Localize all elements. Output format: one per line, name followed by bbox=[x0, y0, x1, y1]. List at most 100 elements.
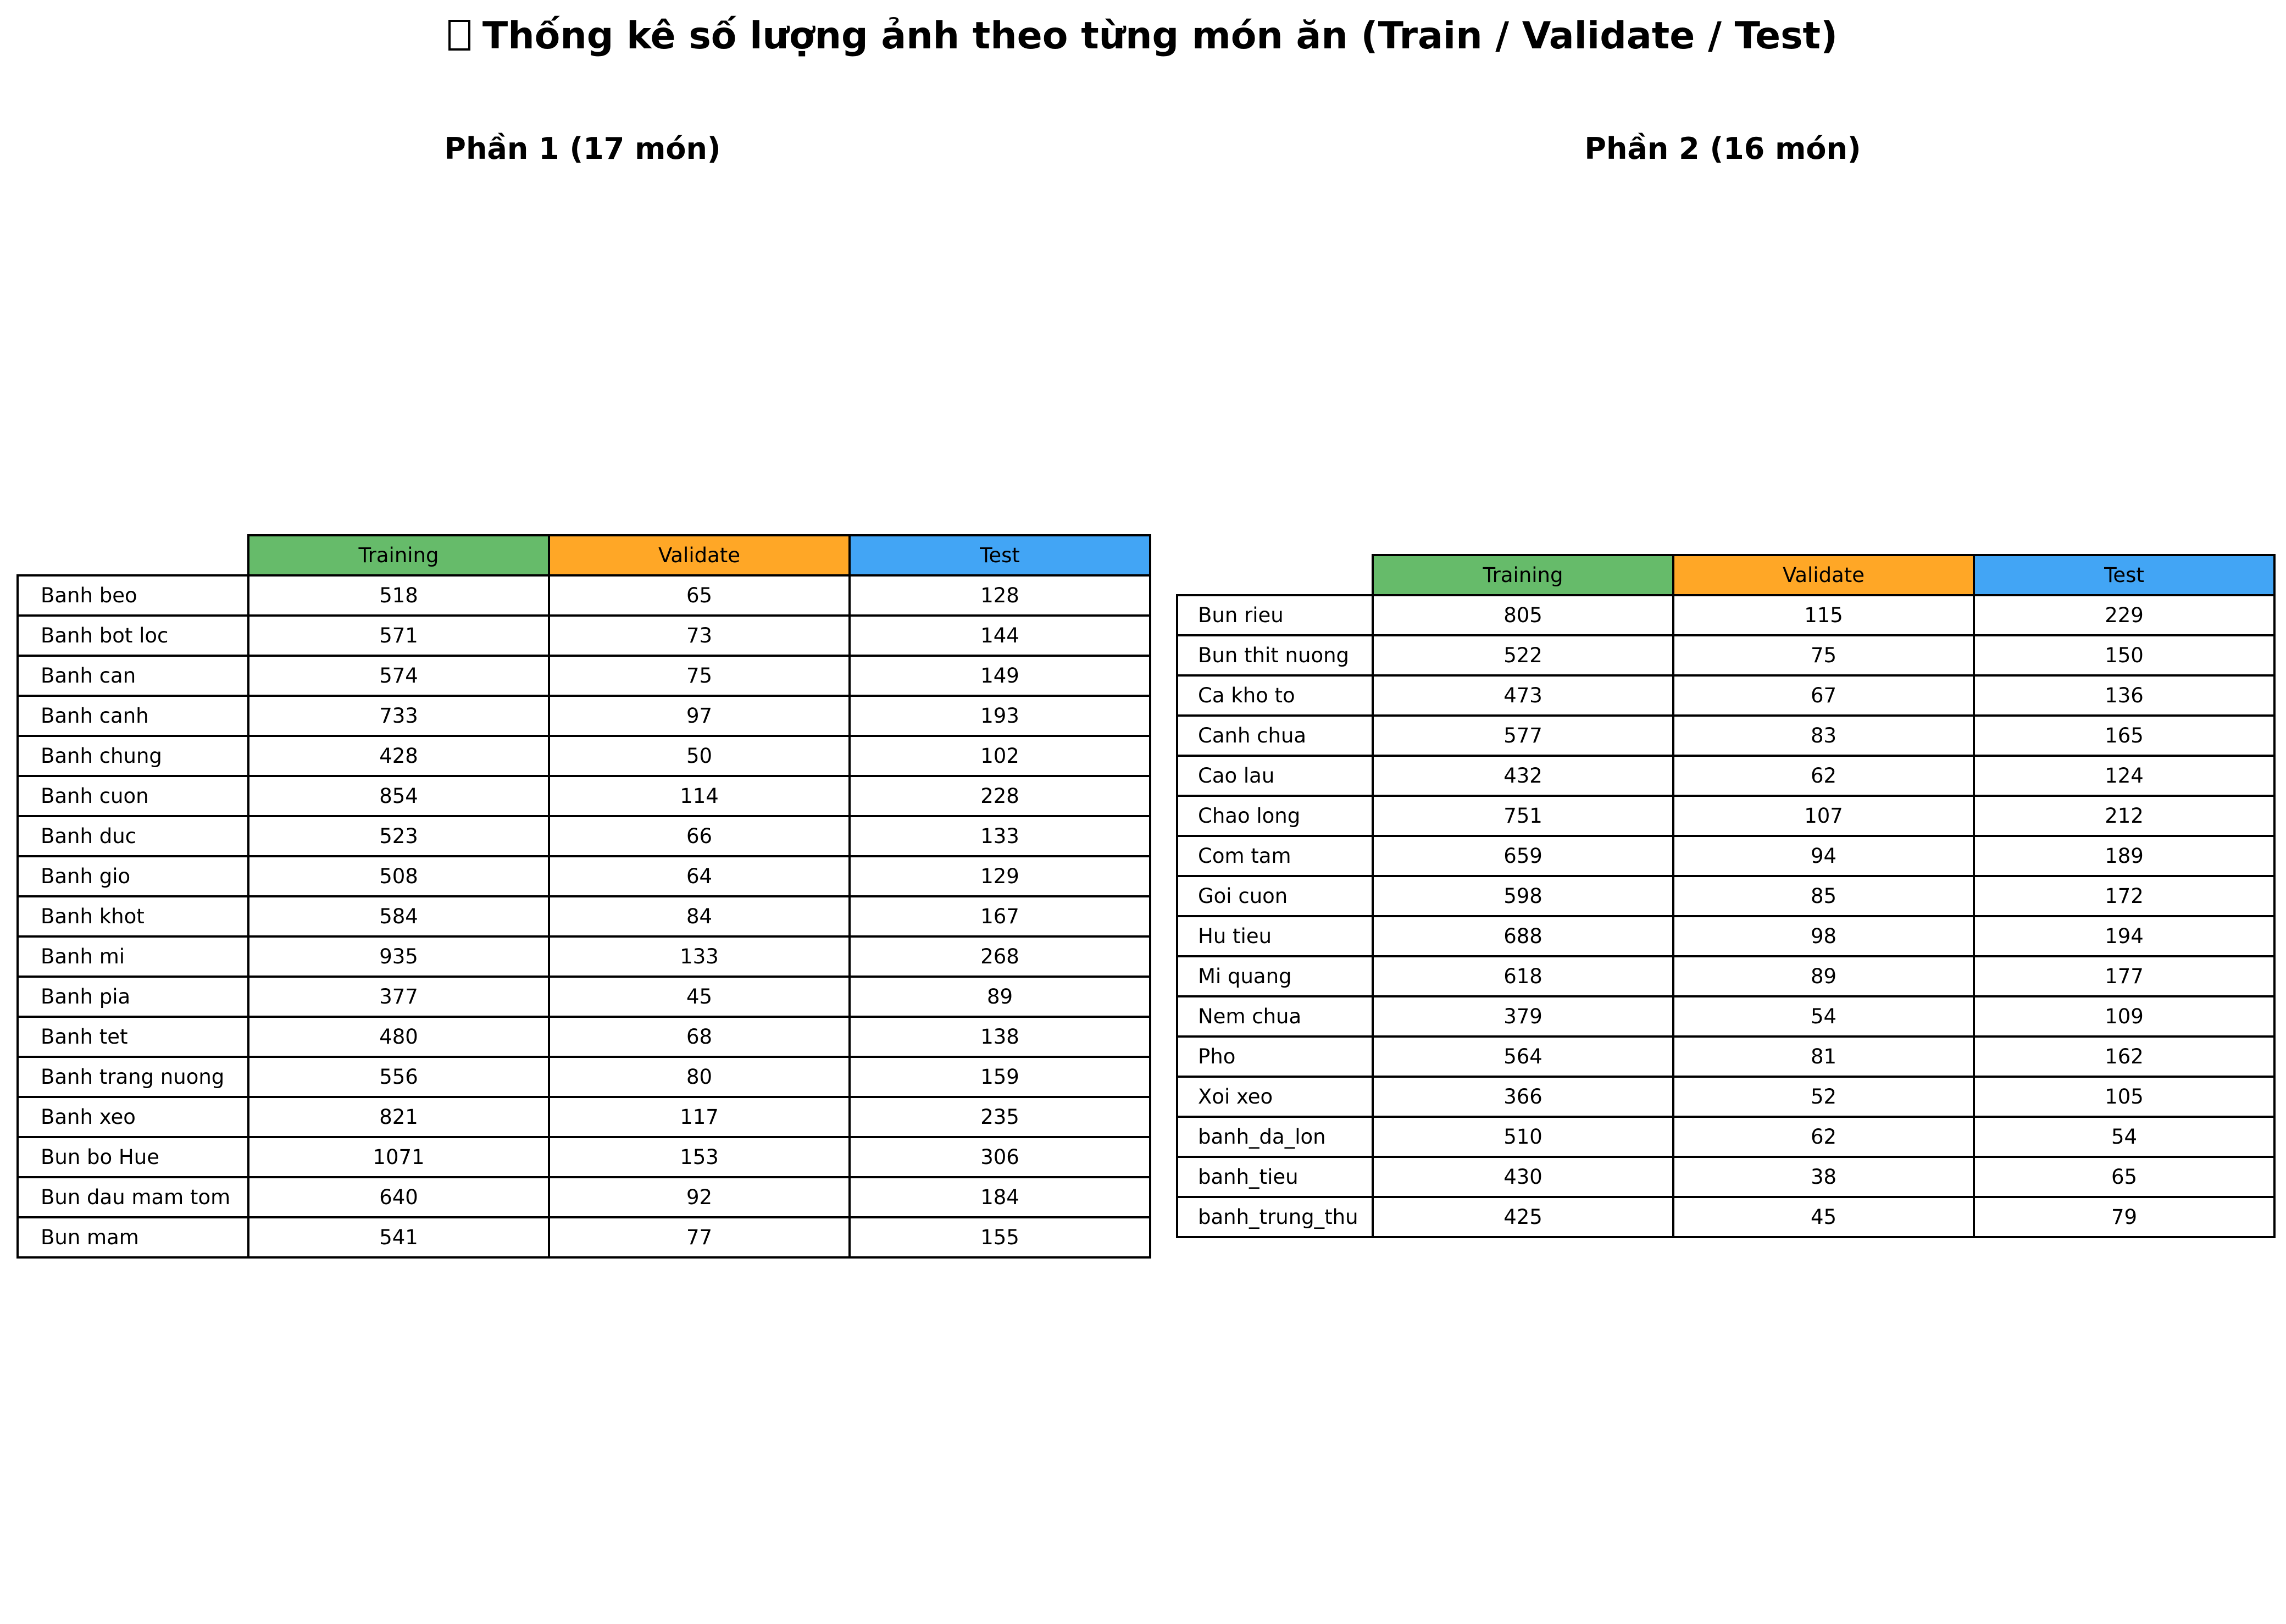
validate-cell: 114 bbox=[548, 775, 851, 817]
column-header-training: Training bbox=[1372, 554, 1674, 596]
table-row: Banh trang nuong 556 80 159 bbox=[16, 1056, 1151, 1098]
table-row: Com tam 659 94 189 bbox=[1176, 835, 2276, 877]
row-label: Cao lau bbox=[1176, 755, 1374, 797]
validate-cell: 85 bbox=[1672, 875, 1975, 917]
row-label: banh_da_lon bbox=[1176, 1116, 1374, 1158]
training-cell: 523 bbox=[247, 815, 550, 857]
test-cell: 212 bbox=[1973, 795, 2276, 837]
row-label: Banh bot loc bbox=[16, 614, 249, 657]
training-cell: 541 bbox=[247, 1216, 550, 1259]
training-cell: 659 bbox=[1372, 835, 1674, 877]
validate-cell: 97 bbox=[548, 695, 851, 737]
training-cell: 480 bbox=[247, 1016, 550, 1058]
row-label: Bun dau mam tom bbox=[16, 1176, 249, 1218]
validate-cell: 45 bbox=[548, 975, 851, 1018]
table-row: Banh gio 508 64 129 bbox=[16, 855, 1151, 897]
table-header-row: Training Validate Test bbox=[18, 534, 1151, 577]
validate-cell: 81 bbox=[1672, 1035, 1975, 1078]
test-cell: 128 bbox=[848, 574, 1151, 617]
validate-cell: 38 bbox=[1672, 1156, 1975, 1198]
validate-cell: 64 bbox=[548, 855, 851, 897]
table-row: Cao lau 432 62 124 bbox=[1176, 755, 2276, 797]
test-cell: 129 bbox=[848, 855, 1151, 897]
part2-title: Phần 2 (16 món) bbox=[1584, 131, 1861, 166]
row-label: Banh trang nuong bbox=[16, 1056, 249, 1098]
table-row: Bun rieu 805 115 229 bbox=[1176, 594, 2276, 636]
training-cell: 377 bbox=[247, 975, 550, 1018]
validate-cell: 68 bbox=[548, 1016, 851, 1058]
test-cell: 229 bbox=[1973, 594, 2276, 636]
training-cell: 366 bbox=[1372, 1076, 1674, 1118]
training-cell: 510 bbox=[1372, 1116, 1674, 1158]
validate-cell: 45 bbox=[1672, 1196, 1975, 1238]
training-cell: 854 bbox=[247, 775, 550, 817]
training-cell: 1071 bbox=[247, 1136, 550, 1178]
training-cell: 751 bbox=[1372, 795, 1674, 837]
training-cell: 571 bbox=[247, 614, 550, 657]
part1-title: Phần 1 (17 món) bbox=[444, 131, 721, 166]
training-cell: 821 bbox=[247, 1096, 550, 1138]
row-label: Pho bbox=[1176, 1035, 1374, 1078]
row-label: Chao long bbox=[1176, 795, 1374, 837]
row-label: Canh chua bbox=[1176, 714, 1374, 757]
validate-cell: 115 bbox=[1672, 594, 1975, 636]
test-cell: 65 bbox=[1973, 1156, 2276, 1198]
validate-cell: 94 bbox=[1672, 835, 1975, 877]
table-row: Nem chua 379 54 109 bbox=[1176, 995, 2276, 1038]
validate-cell: 75 bbox=[548, 655, 851, 697]
row-label: Banh khot bbox=[16, 895, 249, 938]
row-label: Mi quang bbox=[1176, 955, 1374, 997]
table-row: Bun bo Hue 1071 153 306 bbox=[16, 1136, 1151, 1178]
table-row: Bun thit nuong 522 75 150 bbox=[1176, 634, 2276, 677]
training-cell: 430 bbox=[1372, 1156, 1674, 1198]
row-label: Banh gio bbox=[16, 855, 249, 897]
table-row: Hu tieu 688 98 194 bbox=[1176, 915, 2276, 957]
training-cell: 733 bbox=[247, 695, 550, 737]
page-title-text: Thống kê số lượng ảnh theo từng món ăn (… bbox=[482, 14, 1838, 58]
training-cell: 473 bbox=[1372, 674, 1674, 717]
table-row: Goi cuon 598 85 172 bbox=[1176, 875, 2276, 917]
validate-cell: 66 bbox=[548, 815, 851, 857]
validate-cell: 107 bbox=[1672, 795, 1975, 837]
training-cell: 577 bbox=[1372, 714, 1674, 757]
training-cell: 432 bbox=[1372, 755, 1674, 797]
test-cell: 167 bbox=[848, 895, 1151, 938]
table-row: Banh bot loc 571 73 144 bbox=[16, 614, 1151, 657]
row-label: Banh can bbox=[16, 655, 249, 697]
table-row: Banh khot 584 84 167 bbox=[16, 895, 1151, 938]
row-label: Banh cuon bbox=[16, 775, 249, 817]
column-header-training: Training bbox=[247, 534, 550, 577]
row-label: Banh tet bbox=[16, 1016, 249, 1058]
validate-cell: 54 bbox=[1672, 995, 1975, 1038]
validate-cell: 153 bbox=[548, 1136, 851, 1178]
test-cell: 306 bbox=[848, 1136, 1151, 1178]
validate-cell: 62 bbox=[1672, 1116, 1975, 1158]
table-row: Banh canh 733 97 193 bbox=[16, 695, 1151, 737]
table-row: Banh cuon 854 114 228 bbox=[16, 775, 1151, 817]
validate-cell: 75 bbox=[1672, 634, 1975, 677]
test-cell: 268 bbox=[848, 935, 1151, 978]
test-cell: 105 bbox=[1973, 1076, 2276, 1118]
table-row: Banh duc 523 66 133 bbox=[16, 815, 1151, 857]
table-corner bbox=[1177, 555, 1373, 595]
validate-cell: 65 bbox=[548, 574, 851, 617]
training-cell: 640 bbox=[247, 1176, 550, 1218]
training-cell: 598 bbox=[1372, 875, 1674, 917]
table-row: Banh beo 518 65 128 bbox=[16, 574, 1151, 617]
test-cell: 162 bbox=[1973, 1035, 2276, 1078]
table-row: Banh can 574 75 149 bbox=[16, 655, 1151, 697]
table-corner bbox=[18, 535, 248, 575]
validate-cell: 77 bbox=[548, 1216, 851, 1259]
table-row: Banh mi 935 133 268 bbox=[16, 935, 1151, 978]
row-label: Bun mam bbox=[16, 1216, 249, 1259]
row-label: Hu tieu bbox=[1176, 915, 1374, 957]
training-cell: 584 bbox=[247, 895, 550, 938]
test-cell: 165 bbox=[1973, 714, 2276, 757]
row-label: Banh beo bbox=[16, 574, 249, 617]
validate-cell: 98 bbox=[1672, 915, 1975, 957]
test-cell: 136 bbox=[1973, 674, 2276, 717]
test-cell: 133 bbox=[848, 815, 1151, 857]
test-cell: 155 bbox=[848, 1216, 1151, 1259]
test-cell: 189 bbox=[1973, 835, 2276, 877]
row-label: Banh canh bbox=[16, 695, 249, 737]
